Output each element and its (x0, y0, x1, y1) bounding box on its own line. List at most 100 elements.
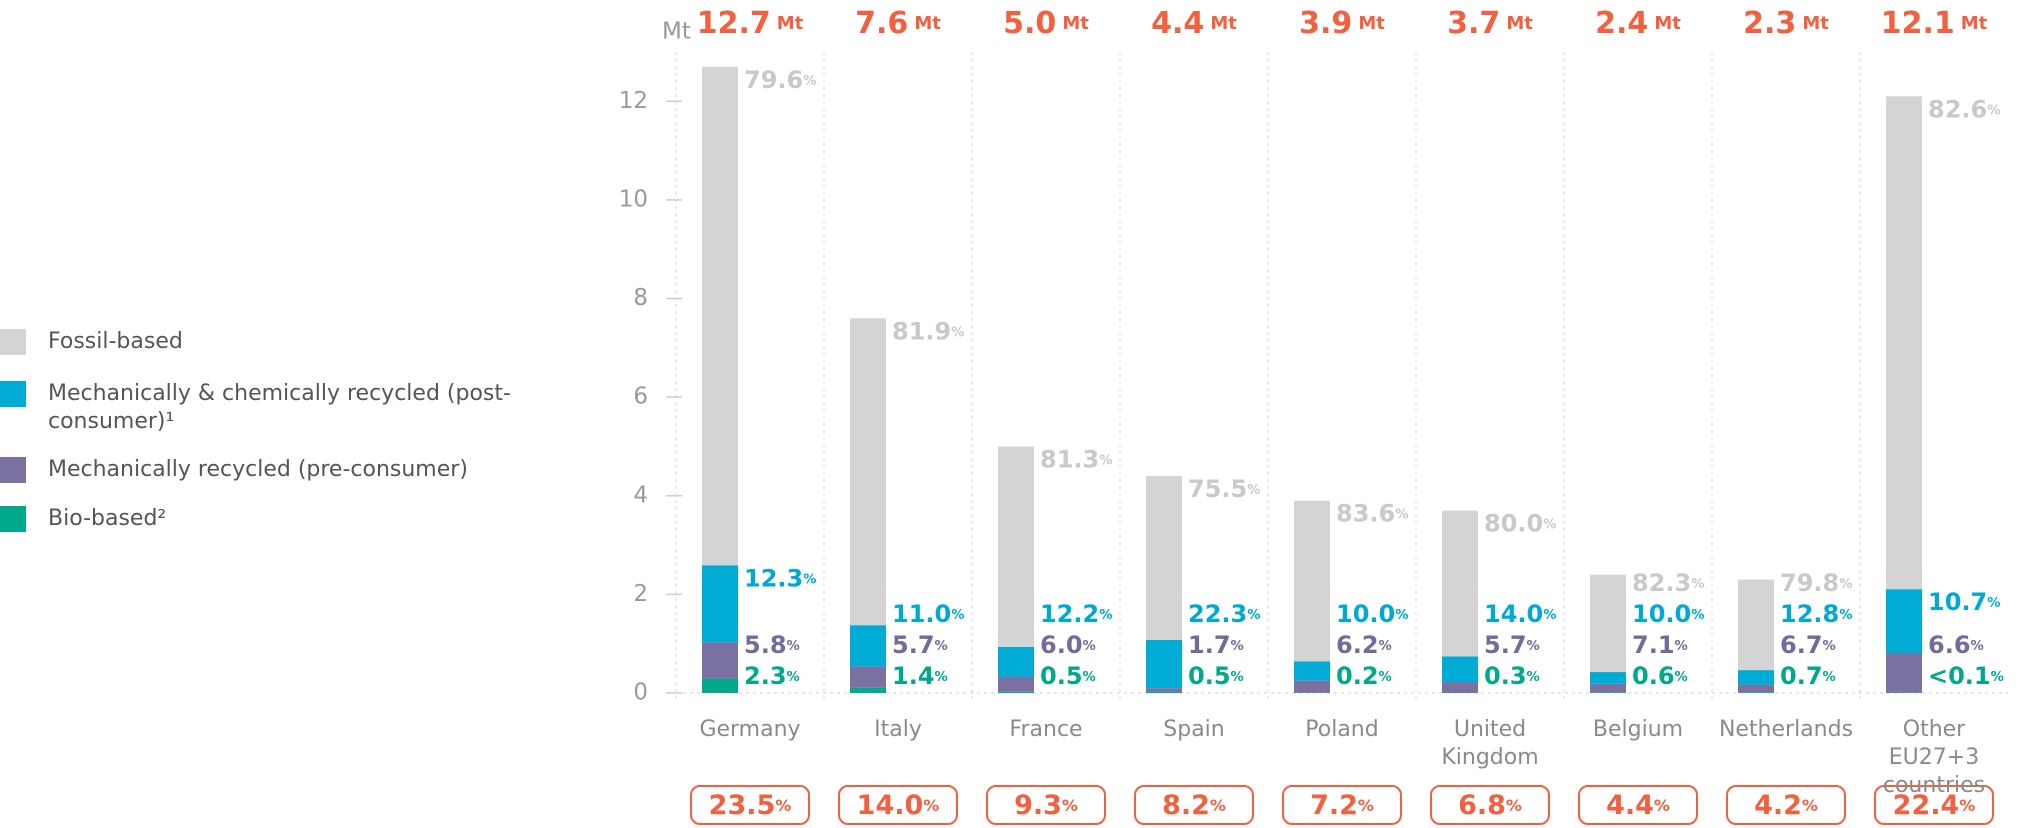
share-value: 9.3 (1014, 790, 1062, 821)
total-label: 2.3 Mt (1743, 6, 1829, 41)
data-label: 12.2% (1040, 600, 1112, 628)
total-unit: Mt (1062, 13, 1089, 34)
data-label: 0.2% (1336, 662, 1392, 690)
bar-segment (1442, 692, 1478, 693)
bar-segment (702, 565, 738, 643)
data-label: 6.6% (1928, 631, 1984, 659)
data-label-unit: % (1971, 639, 1984, 654)
bar-segment (1294, 661, 1330, 681)
share-box (1134, 785, 1254, 825)
legend-item: Bio-based² (0, 505, 518, 533)
bar-segment (1590, 574, 1626, 673)
x-tick-label: Other EU27+3 countries (1882, 717, 1986, 798)
legend-item: Fossil-based (0, 328, 518, 356)
share-box (838, 785, 958, 825)
share-label: 7.2% (1310, 790, 1374, 821)
data-label-unit: % (935, 639, 948, 654)
bar-segment (1294, 680, 1330, 693)
data-label-unit: % (1823, 670, 1836, 685)
x-tick-label: United Kingdom (1441, 717, 1539, 770)
total-label: 4.4 Mt (1151, 6, 1237, 41)
data-label-unit: % (1691, 608, 1704, 623)
bar-segment (1442, 510, 1478, 657)
total-value: 4.4 (1151, 6, 1204, 41)
bar-segment (1442, 682, 1478, 693)
share-unit: % (1654, 796, 1670, 815)
data-label-value: 0.5 (1040, 662, 1083, 690)
share-unit: % (1959, 796, 1975, 815)
data-label-value: 14.0 (1484, 600, 1543, 628)
data-label-unit: % (1543, 518, 1556, 533)
data-label-unit: % (1099, 453, 1112, 468)
total-unit: Mt (1506, 13, 1533, 34)
data-label-value: 0.2 (1336, 662, 1379, 690)
data-label: 83.6% (1336, 500, 1408, 528)
share-label: 22.4% (1893, 790, 1976, 821)
bar-segment (702, 642, 738, 679)
legend-swatch (0, 457, 26, 483)
bar-segment (998, 691, 1034, 693)
data-label-value: 0.7 (1780, 662, 1823, 690)
total-label: 3.9 Mt (1299, 6, 1385, 41)
data-label-value: 5.8 (744, 631, 787, 659)
x-tick-label: Belgium (1592, 717, 1684, 742)
data-label-value: 5.7 (1484, 631, 1527, 659)
data-label: 10.7% (1928, 588, 2000, 616)
data-label-unit: % (1675, 639, 1688, 654)
legend-label: Mechanically recycled (pre-consumer) (48, 457, 468, 482)
data-label-unit: % (1691, 577, 1704, 592)
data-label-unit: % (1099, 608, 1112, 623)
share-box (1874, 785, 1994, 825)
data-label-value: 80.0 (1484, 510, 1543, 538)
y-tick-label: 4 (633, 482, 648, 508)
bar-segment (1886, 653, 1922, 693)
total-label: 2.4 Mt (1595, 6, 1681, 41)
y-axis-label: Mt (662, 19, 691, 45)
share-value: 4.4 (1606, 790, 1654, 821)
data-label-unit: % (1527, 639, 1540, 654)
x-tick-label: Germany (699, 717, 801, 742)
bar-segment (850, 625, 886, 667)
bar-segment (998, 676, 1034, 692)
data-label-value: 6.2 (1336, 631, 1379, 659)
data-label-unit: % (1231, 639, 1244, 654)
total-label: 5.0 Mt (1003, 6, 1089, 41)
y-tick-label: 0 (633, 680, 648, 706)
bar-segment (998, 446, 1034, 647)
share-value: 23.5 (709, 790, 776, 821)
data-label: 12.8% (1780, 600, 1852, 628)
total-unit: Mt (1961, 13, 1988, 34)
data-label-unit: % (1987, 596, 2000, 611)
data-label-value: 0.6 (1632, 662, 1675, 690)
data-label: 6.7% (1780, 631, 1836, 659)
data-label: 1.7% (1188, 631, 1244, 659)
bar-segment (1146, 691, 1182, 693)
bar-segment (1590, 683, 1626, 693)
bar-segment (998, 646, 1034, 677)
y-tick-label: 6 (633, 384, 648, 410)
share-label: 4.2% (1754, 790, 1818, 821)
total-value: 2.3 (1743, 6, 1796, 41)
data-label: 81.9% (892, 317, 964, 345)
data-label-unit: % (1379, 639, 1392, 654)
data-label-unit: % (1543, 608, 1556, 623)
share-value: 14.0 (857, 790, 924, 821)
data-label-value: 79.6 (744, 66, 803, 94)
total-label: 3.7 Mt (1447, 6, 1533, 41)
data-label-unit: % (951, 608, 964, 623)
data-label: 22.3% (1188, 600, 1260, 628)
bar-segment (1590, 692, 1626, 693)
bar-segment (1886, 692, 1922, 693)
data-label-value: 79.8 (1780, 569, 1839, 597)
data-label-unit: % (1527, 670, 1540, 685)
bar-segment (1146, 639, 1182, 689)
data-label-unit: % (1823, 639, 1836, 654)
data-label-value: <0.1 (1928, 662, 1991, 690)
data-label-unit: % (1839, 577, 1852, 592)
share-value: 6.8 (1458, 790, 1506, 821)
data-label: 5.8% (744, 631, 800, 659)
total-value: 12.7 (697, 6, 771, 41)
total-value: 12.1 (1881, 6, 1955, 41)
bar-segment (1738, 670, 1774, 685)
data-label-value: 7.1 (1632, 631, 1675, 659)
